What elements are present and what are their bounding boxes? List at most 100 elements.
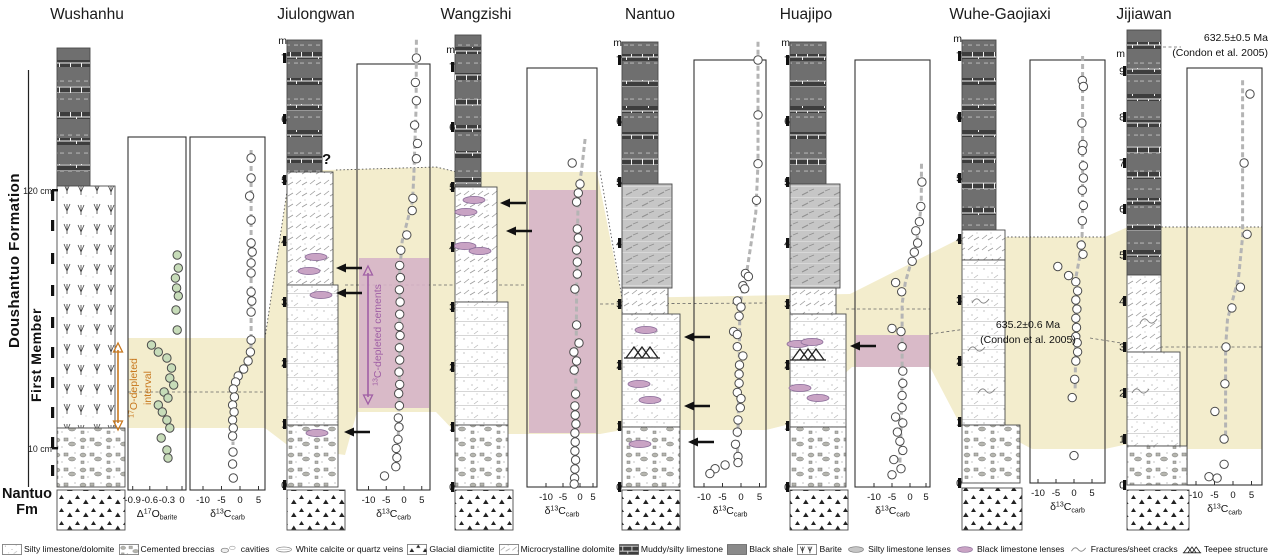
microdol-icon: [498, 543, 519, 555]
muddy-limestone-interbed: [57, 112, 90, 119]
data-point: [1072, 338, 1082, 348]
black-limestone-lens: [788, 383, 812, 392]
data-point: [407, 205, 417, 216]
meter-tick: [283, 236, 287, 246]
data-point: [410, 77, 421, 88]
data-point: [570, 437, 580, 447]
data-point: [394, 422, 404, 432]
c13-depleted-region: [529, 190, 596, 433]
data-point: [170, 273, 181, 283]
data-point: [896, 326, 906, 337]
section-title-wangzishi: Wangzishi: [440, 6, 512, 23]
data-point: [1210, 406, 1220, 417]
muddy-limestone-interbed: [962, 156, 996, 163]
data-point: [402, 230, 412, 240]
cm-scale-tick: [52, 447, 58, 450]
data-point: [1071, 356, 1081, 366]
muddy-limestone-interbed: [455, 99, 481, 106]
data-point: [1071, 277, 1081, 287]
teepee-structure: [625, 345, 659, 359]
data-point: [411, 53, 422, 63]
meter-tick: [786, 116, 790, 126]
meter-tick: [451, 182, 455, 192]
data-point: [738, 351, 748, 361]
data-point: [732, 329, 742, 340]
data-point: [733, 415, 743, 425]
meter-tick: [958, 173, 962, 183]
data-point: [1070, 374, 1080, 384]
column-diam-jl: [286, 489, 346, 531]
c13-cements-arrow-head-bottom: [362, 394, 374, 406]
barite-icon: [797, 543, 818, 555]
section-title-huajipo: Huajipo: [779, 6, 833, 23]
meter-tick: [1123, 204, 1127, 214]
legend-label: Fractures/sheet cracks: [1090, 544, 1178, 554]
column-breccia-wu: [56, 427, 126, 488]
data-point: [246, 215, 256, 225]
data-point: [379, 471, 390, 481]
meter-tick: [786, 238, 790, 248]
meter-tick: [451, 422, 455, 432]
data-point: [730, 439, 741, 449]
data-point: [705, 468, 715, 479]
data-point: [912, 238, 923, 248]
data-point: [394, 388, 404, 399]
column-silty-wz: [454, 301, 509, 426]
data-point: [156, 433, 166, 443]
muddy-limestone-interbed: [790, 132, 826, 139]
column-diam-hj: [789, 489, 849, 531]
legend-item: Teepee structure: [1182, 543, 1268, 556]
column-diam-wz: [454, 489, 514, 531]
muddy-limestone-interbed: [962, 78, 996, 85]
muddy-limestone-interbed: [962, 104, 996, 111]
column-breccia-jj: [1126, 445, 1188, 486]
meter-label: 8: [1119, 112, 1125, 124]
data-point: [153, 400, 164, 410]
feature-arrow-head: [688, 437, 698, 447]
data-point: [395, 379, 405, 390]
data-point: [569, 365, 579, 375]
section-title-wuhe-gaojiaxi: Wuhe-Gaojiaxi: [949, 6, 1051, 23]
meter-label: 0: [1119, 480, 1125, 492]
fracture-sheet-crack: [967, 346, 986, 352]
data-point: [743, 271, 754, 282]
data-point: [391, 462, 401, 472]
axis-tick-label: -10: [1031, 488, 1045, 499]
meter-tick: [283, 53, 287, 63]
data-point: [173, 263, 184, 273]
legend-label: Silty limestone/dolomite: [24, 544, 115, 554]
data-point: [162, 445, 172, 455]
legend-item: White calcite or quartz veins: [274, 543, 403, 556]
correlation-dashed-line: [1089, 337, 1128, 345]
legend-label: Black limestone lenses: [977, 544, 1065, 554]
data-point: [573, 188, 583, 198]
muddy-limestone-interbed: [622, 54, 658, 61]
meter-tick: [958, 478, 962, 488]
meter-tick: [958, 234, 962, 244]
muddy-limestone-interbed: [790, 54, 826, 61]
bed-tick: [51, 253, 55, 264]
data-point: [246, 268, 256, 278]
data-point: [571, 320, 582, 330]
column-microdol-nt: [621, 287, 669, 315]
meter-tick: [958, 356, 962, 366]
feature-arrow-head: [684, 332, 694, 342]
axis-tick-label: -0.6: [142, 495, 158, 506]
legend-label: Teepee structure: [1203, 544, 1268, 554]
data-point: [1072, 304, 1082, 314]
data-point: [1063, 270, 1074, 281]
o17-interval-arrow-head-top: [112, 341, 124, 353]
feature-arrow-head: [336, 288, 346, 298]
c13-depleted-region: [359, 258, 429, 408]
legend-item: Cemented breccias: [118, 543, 215, 556]
axis-tick-label: -10: [867, 492, 881, 503]
meter-tick: [283, 297, 287, 307]
legend-label: Microcrystalline dolomite: [520, 544, 615, 554]
meter-tick: [958, 417, 962, 427]
axis-tick-label: -5: [1052, 488, 1060, 499]
data-point: [735, 403, 745, 413]
d13c-trend-line: [573, 138, 587, 487]
meter-tick: [618, 421, 622, 431]
meter-tick: [1123, 434, 1127, 444]
data-point: [570, 389, 581, 399]
